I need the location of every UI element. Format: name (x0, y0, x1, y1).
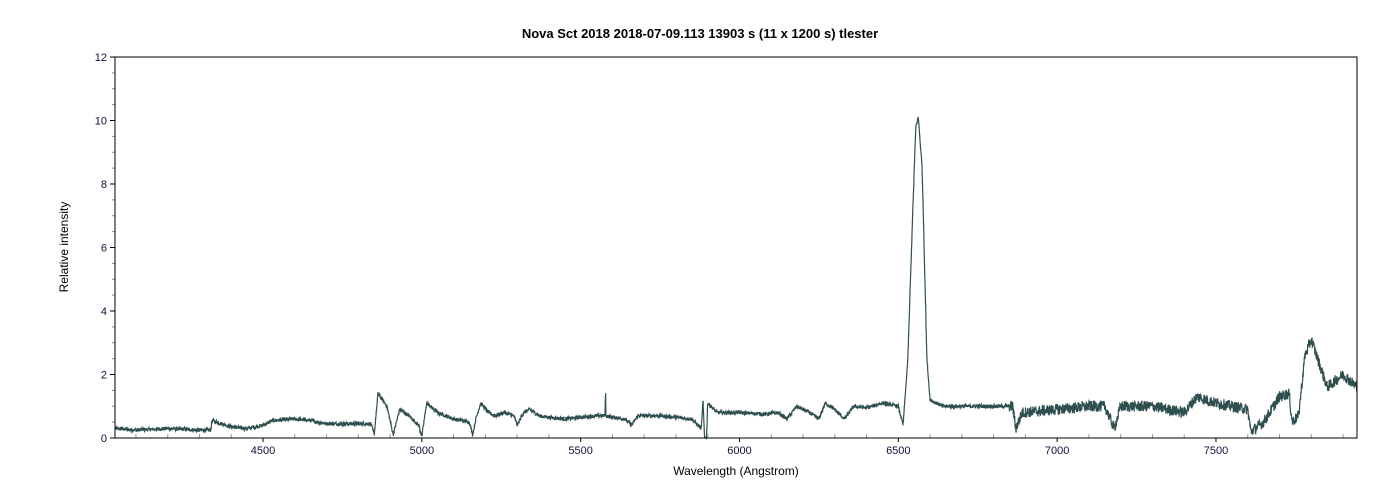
x-tick-label: 6000 (727, 445, 751, 457)
x-axis-label: Wavelength (Angstrom) (673, 464, 799, 478)
y-tick-label: 10 (95, 116, 107, 128)
y-tick-label: 4 (101, 306, 107, 318)
x-tick-label: 7000 (1045, 445, 1069, 457)
y-axis-label: Relative intensity (57, 202, 71, 293)
x-tick-label: 5500 (568, 445, 592, 457)
y-tick-label: 2 (101, 370, 107, 382)
x-tick-label: 7500 (1204, 445, 1228, 457)
y-tick-label: 8 (101, 179, 107, 191)
y-tick-label: 6 (101, 243, 107, 255)
chart-title: Nova Sct 2018 2018-07-09.113 13903 s (11… (522, 26, 878, 41)
plot-frame (114, 56, 1358, 439)
y-tick-label: 12 (95, 52, 107, 64)
y-tick-label: 0 (101, 433, 107, 445)
spectrum-line (114, 116, 1358, 440)
x-tick-label: 4500 (251, 445, 275, 457)
x-tick-label: 6500 (886, 445, 910, 457)
x-tick-label: 5000 (410, 445, 434, 457)
